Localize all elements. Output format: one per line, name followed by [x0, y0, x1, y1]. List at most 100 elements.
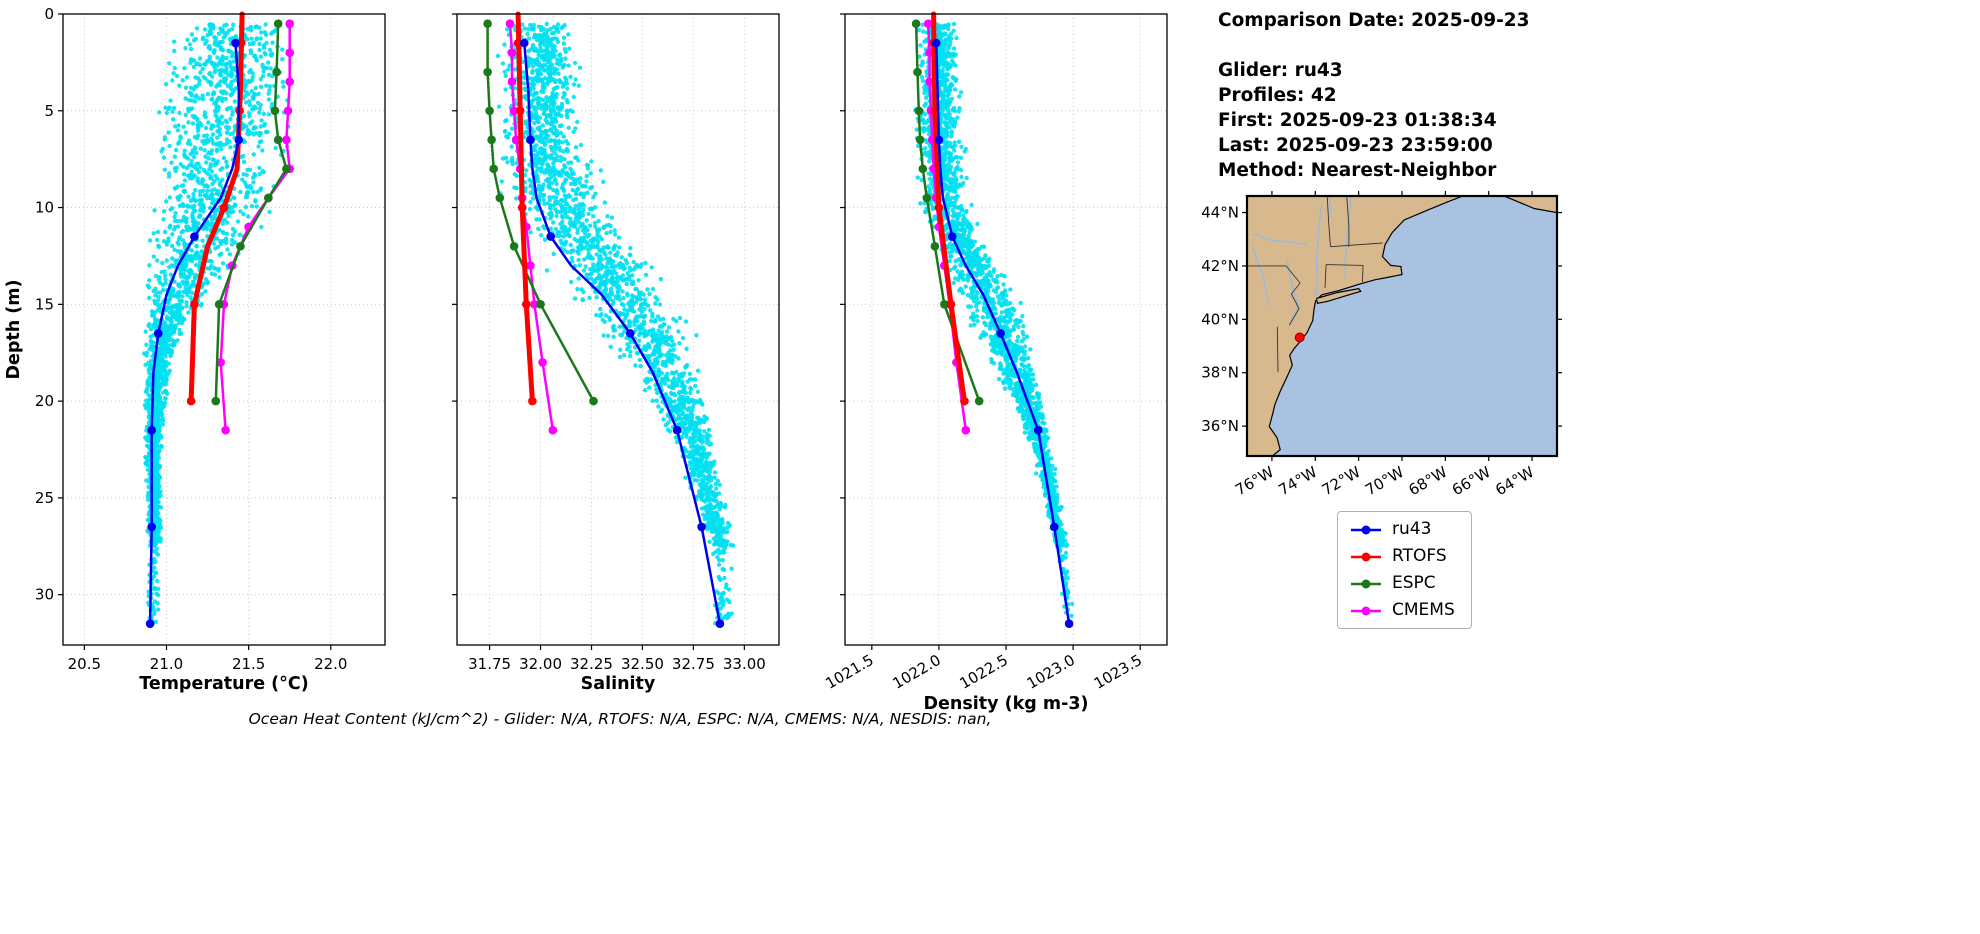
espc-markers — [911, 19, 984, 406]
y-tick-label: 15 — [35, 295, 54, 313]
last-timestamp: Last: 2025-09-23 23:59:00 — [1218, 135, 1493, 156]
temperature-panel: 20.5 21.0 21.5 22.0 0 5 10 15 20 25 30 Temperature … — [4, 5, 386, 694]
legend-item-ru43: ru43 — [1349, 521, 1455, 538]
legend-marker-icon — [1351, 606, 1381, 615]
figure-caption: Ocean Heat Content (kJ/cm^2) - Glider: N… — [248, 710, 992, 728]
comparison-date: Comparison Date: 2025-09-23 — [1218, 10, 1530, 31]
map-x-tick-label: 64°W — [1492, 463, 1537, 499]
map-y-tick-label: 38°N — [1201, 364, 1239, 382]
x-tick-label: 21.5 — [232, 655, 265, 673]
legend-label: CMEMS — [1392, 600, 1455, 620]
state-border — [1247, 265, 1301, 284]
state-border — [1288, 282, 1301, 326]
state-border — [1324, 264, 1327, 288]
temperature-axis-label: Temperature (°C) — [139, 674, 309, 694]
glider-name: Glider: ru43 — [1218, 60, 1343, 81]
map-x-tick-label: 76°W — [1232, 463, 1277, 499]
legend-label: ESPC — [1392, 573, 1436, 593]
land-shape — [1315, 287, 1362, 304]
river-line — [1314, 201, 1323, 301]
x-tick-label: 31.75 — [468, 655, 511, 673]
x-tick-label: 32.25 — [570, 655, 613, 673]
legend-item-cmems: CMEMS — [1349, 602, 1455, 619]
x-tick-label: 1023.5 — [1091, 651, 1145, 693]
cmems-line — [219, 22, 291, 432]
river-line — [1251, 247, 1270, 307]
y-tick-label: 30 — [35, 586, 54, 604]
salinity-panel: 31.75 32.00 32.25 32.50 32.75 33.00 Salinity — [452, 11, 780, 694]
espc-markers — [211, 19, 291, 406]
first-timestamp: First: 2025-09-23 01:38:34 — [1218, 110, 1497, 131]
x-tick-label: 20.5 — [68, 655, 101, 673]
axes-frame — [456, 13, 780, 646]
map-y-tick-label: 40°N — [1201, 310, 1239, 328]
method: Method: Nearest-Neighbor — [1218, 160, 1497, 181]
glider-raw-points — [142, 22, 291, 626]
y-tick-label: 25 — [35, 489, 54, 507]
map: 76°W74°W72°W70°W68°W66°W64°W 36°N 38°N 40°N… — [1201, 191, 1562, 499]
espc-markers — [483, 19, 598, 406]
x-tick-label: 1022.0 — [889, 651, 943, 693]
legend-item-rtofs: RTOFS — [1349, 548, 1455, 565]
x-tick-label: 32.00 — [519, 655, 562, 673]
y-tick-label: 0 — [44, 5, 54, 23]
river-line — [1286, 260, 1300, 325]
x-tick-label: 1021.5 — [822, 651, 876, 693]
legend-item-espc: ESPC — [1349, 575, 1455, 592]
state-border — [1346, 196, 1350, 247]
cmems-markers — [505, 19, 558, 435]
map-y-tick-label: 42°N — [1201, 257, 1239, 275]
legend-marker-icon — [1351, 552, 1381, 561]
info-spacer — [1218, 33, 1530, 58]
land-shape — [1247, 196, 1463, 456]
x-tick-label: 1022.5 — [957, 651, 1011, 693]
state-border — [1326, 196, 1331, 247]
grid — [63, 13, 385, 645]
ru43-markers — [520, 38, 725, 628]
x-tick-label: 32.75 — [672, 655, 715, 673]
river-line — [1252, 233, 1307, 246]
ru43-markers — [145, 38, 244, 628]
map-y-tick-label: 44°N — [1201, 204, 1239, 222]
map-x-tick-label: 74°W — [1275, 463, 1320, 499]
grid — [457, 13, 779, 645]
depth-axis-label: Depth (m) — [4, 279, 24, 379]
x-tick-label: 1023.0 — [1024, 651, 1078, 693]
glider-location-marker — [1294, 332, 1305, 343]
map-x-tick-label: 72°W — [1319, 463, 1364, 499]
axes-frame — [62, 13, 386, 646]
x-tick-label: 33.00 — [723, 655, 766, 673]
info-panel: Comparison Date: 2025-09-23 Glider: ru43… — [1218, 8, 1530, 183]
river-line — [1344, 196, 1352, 278]
y-tick-label: 5 — [44, 102, 54, 120]
state-border — [1362, 265, 1364, 283]
x-tick-label: 22.0 — [314, 655, 347, 673]
river-line — [1328, 196, 1332, 217]
legend: ru43 RTOFS ESPC CMEMS — [1337, 511, 1472, 629]
map-x-tick-label: 68°W — [1405, 463, 1450, 499]
legend-label: RTOFS — [1392, 546, 1447, 566]
state-border — [1326, 264, 1364, 266]
state-border — [1276, 326, 1279, 372]
legend-marker-icon — [1351, 525, 1381, 534]
salinity-axis-label: Salinity — [581, 674, 656, 694]
glider-raw-points — [495, 21, 736, 626]
x-tick-label: 21.0 — [150, 655, 183, 673]
map-y-tick-label: 36°N — [1201, 417, 1239, 435]
land-shape — [1503, 196, 1557, 214]
legend-label: ru43 — [1392, 519, 1432, 539]
ru43-markers — [931, 38, 1074, 628]
legend-marker-icon — [1351, 579, 1381, 588]
map-x-tick-label: 70°W — [1362, 463, 1407, 499]
density-axis-label: Density (kg m-3) — [923, 694, 1088, 714]
map-x-tick-label: 66°W — [1449, 463, 1494, 499]
y-tick-label: 10 — [35, 199, 54, 217]
y-tick-label: 20 — [35, 392, 54, 410]
profiles-count: Profiles: 42 — [1218, 85, 1337, 106]
x-tick-label: 32.50 — [621, 655, 664, 673]
state-border — [1330, 242, 1383, 248]
rtofs-markers — [513, 38, 537, 406]
